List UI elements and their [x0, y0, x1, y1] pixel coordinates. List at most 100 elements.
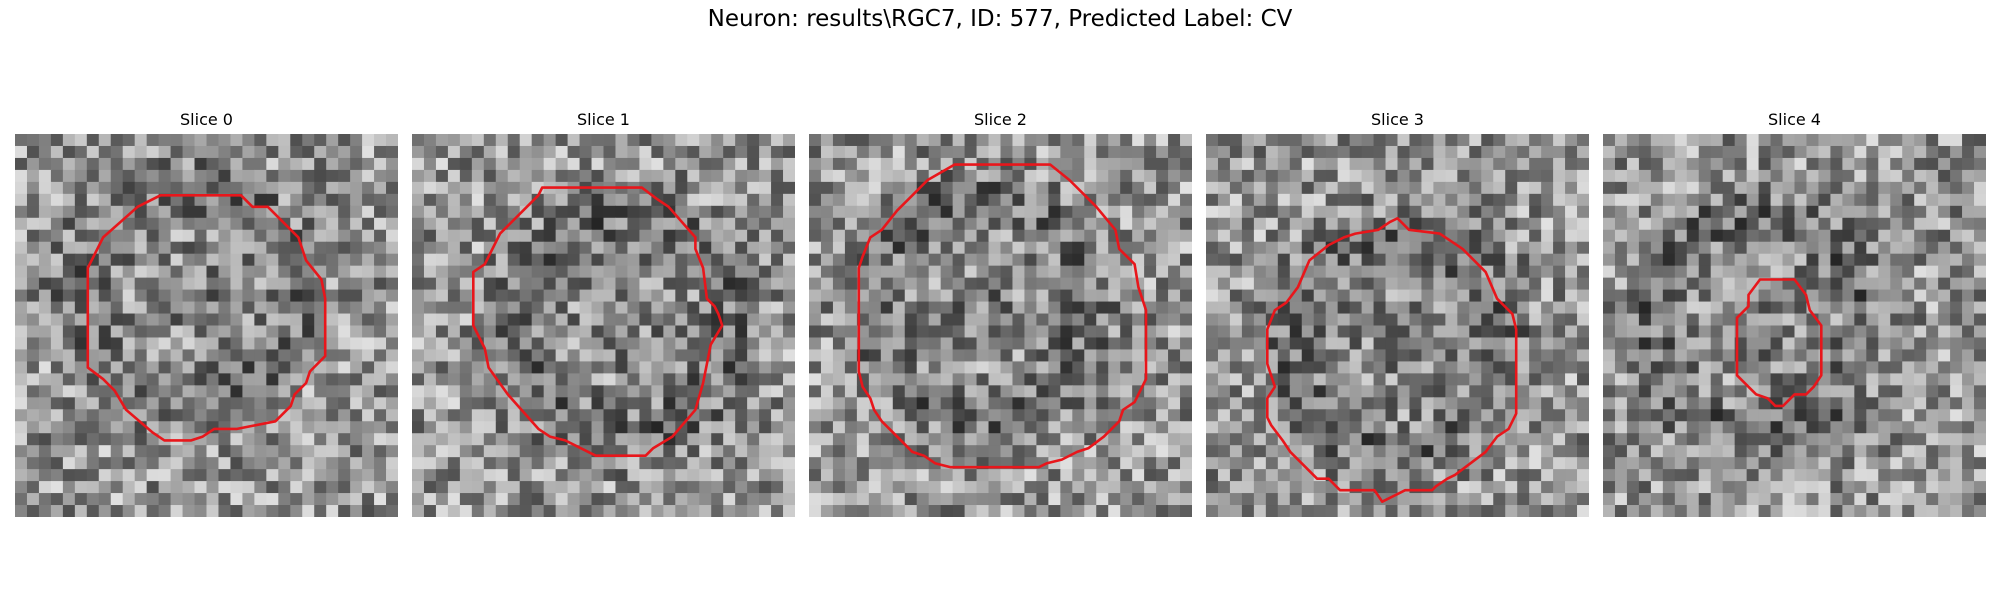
- image-pixel: [1806, 409, 1820, 422]
- image-pixel: [1505, 289, 1518, 303]
- image-pixel: [1265, 205, 1279, 219]
- image-pixel: [242, 301, 255, 315]
- image-pixel: [86, 169, 100, 183]
- image-pixel: [1265, 325, 1279, 339]
- image-pixel: [1626, 217, 1640, 231]
- image-pixel: [1770, 193, 1784, 207]
- image-pixel: [1313, 481, 1327, 494]
- image-pixel: [687, 157, 700, 171]
- image-pixel: [122, 481, 136, 494]
- image-pixel: [675, 205, 688, 219]
- image-pixel: [1517, 409, 1530, 422]
- image-pixel: [1036, 253, 1049, 267]
- image-pixel: [844, 505, 858, 517]
- image-pixel: [880, 241, 894, 255]
- image-pixel: [1253, 445, 1267, 458]
- image-pixel: [1866, 265, 1879, 279]
- image-pixel: [1180, 134, 1192, 147]
- image-pixel: [1662, 457, 1676, 470]
- image-pixel: [1409, 457, 1423, 470]
- image-pixel: [386, 277, 398, 291]
- image-pixel: [74, 265, 88, 279]
- image-pixel: [1409, 241, 1423, 255]
- image-pixel: [904, 469, 918, 482]
- image-pixel: [1108, 457, 1121, 470]
- image-pixel: [38, 205, 52, 219]
- image-pixel: [1168, 217, 1181, 231]
- image-pixel: [531, 349, 545, 363]
- image-pixel: [832, 145, 846, 159]
- image-pixel: [471, 373, 485, 386]
- image-pixel: [1024, 433, 1038, 446]
- image-pixel: [1866, 193, 1879, 207]
- image-pixel: [134, 445, 148, 458]
- image-pixel: [314, 205, 327, 219]
- image-pixel: [1782, 169, 1796, 183]
- image-pixel: [687, 217, 700, 231]
- image-pixel: [916, 277, 930, 291]
- image-pixel: [158, 505, 172, 517]
- image-pixel: [471, 241, 485, 255]
- image-pixel: [940, 253, 954, 267]
- image-pixel: [964, 313, 978, 327]
- image-pixel: [326, 445, 339, 458]
- image-pixel: [1481, 265, 1494, 279]
- image-pixel: [362, 277, 375, 291]
- image-pixel: [50, 134, 64, 147]
- image-pixel: [1782, 325, 1796, 339]
- image-pixel: [771, 493, 784, 506]
- image-pixel: [687, 169, 700, 183]
- image-pixel: [832, 445, 846, 458]
- image-pixel: [543, 325, 557, 339]
- image-pixel: [1048, 421, 1061, 434]
- image-pixel: [122, 301, 136, 315]
- image-pixel: [290, 217, 303, 231]
- image-pixel: [1818, 289, 1832, 303]
- image-pixel: [158, 241, 172, 255]
- image-pixel: [1012, 301, 1026, 315]
- image-pixel: [1445, 445, 1458, 458]
- image-pixel: [904, 253, 918, 267]
- image-pixel: [1409, 205, 1423, 219]
- image-pixel: [1818, 241, 1832, 255]
- image-pixel: [928, 253, 942, 267]
- image-pixel: [1926, 349, 1939, 363]
- image-pixel: [1144, 157, 1157, 171]
- image-pixel: [1926, 265, 1939, 279]
- image-pixel: [1626, 181, 1640, 195]
- image-pixel: [639, 301, 652, 315]
- image-pixel: [1180, 325, 1192, 339]
- image-pixel: [1517, 385, 1530, 398]
- image-pixel: [1120, 134, 1133, 147]
- image-pixel: [483, 157, 497, 171]
- image-pixel: [1758, 241, 1772, 255]
- image-pixel: [976, 469, 990, 482]
- image-pixel: [1638, 385, 1652, 398]
- image-pixel: [459, 134, 473, 147]
- image-pixel: [1036, 134, 1049, 147]
- image-pixel: [1012, 277, 1026, 291]
- image-pixel: [314, 385, 327, 398]
- image-pixel: [1313, 433, 1327, 446]
- image-pixel: [242, 409, 255, 422]
- image-pixel: [543, 385, 557, 398]
- image-pixel: [1553, 481, 1566, 494]
- image-pixel: [507, 157, 521, 171]
- image-pixel: [1241, 205, 1255, 219]
- image-pixel: [1842, 445, 1855, 458]
- image-pixel: [880, 157, 894, 171]
- image-pixel: [242, 253, 255, 267]
- image-pixel: [254, 313, 267, 327]
- image-pixel: [928, 145, 942, 159]
- image-pixel: [74, 409, 88, 422]
- image-pixel: [1962, 181, 1975, 195]
- image-pixel: [663, 313, 676, 327]
- image-pixel: [1782, 289, 1796, 303]
- image-pixel: [1938, 229, 1951, 243]
- image-pixel: [1206, 134, 1219, 147]
- image-pixel: [170, 289, 184, 303]
- image-pixel: [146, 134, 160, 147]
- image-pixel: [1493, 157, 1506, 171]
- image-pixel: [1603, 409, 1616, 422]
- image-pixel: [1577, 397, 1589, 410]
